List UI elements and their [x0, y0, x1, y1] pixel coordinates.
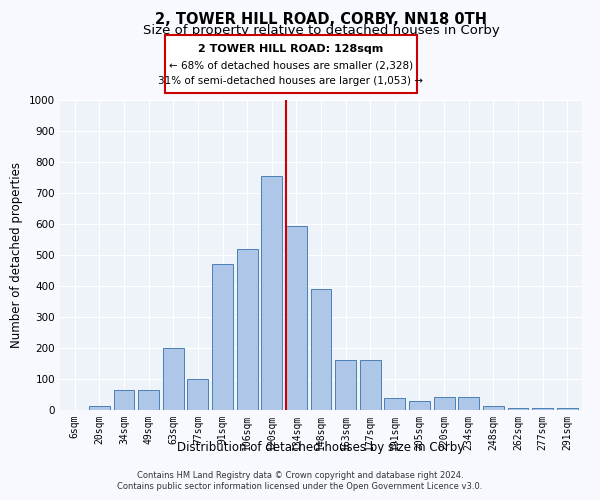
Bar	[89, 406, 110, 410]
Bar	[360, 360, 381, 410]
Text: Contains HM Land Registry data © Crown copyright and database right 2024.: Contains HM Land Registry data © Crown c…	[137, 471, 463, 480]
Text: 2 TOWER HILL ROAD: 128sqm: 2 TOWER HILL ROAD: 128sqm	[199, 44, 383, 54]
Text: ← 68% of detached houses are smaller (2,328): ← 68% of detached houses are smaller (2,…	[169, 60, 413, 70]
Bar	[458, 396, 479, 410]
Bar	[236, 249, 257, 410]
Bar	[138, 390, 159, 410]
Y-axis label: Number of detached properties: Number of detached properties	[10, 162, 23, 348]
Bar	[532, 408, 553, 410]
Bar	[409, 402, 430, 410]
Text: 2, TOWER HILL ROAD, CORBY, NN18 0TH: 2, TOWER HILL ROAD, CORBY, NN18 0TH	[155, 12, 487, 28]
Bar	[187, 379, 208, 410]
Text: Contains public sector information licensed under the Open Government Licence v3: Contains public sector information licen…	[118, 482, 482, 491]
Bar	[261, 176, 282, 410]
Bar	[434, 396, 455, 410]
Bar	[113, 390, 134, 410]
Bar	[163, 348, 184, 410]
Text: Size of property relative to detached houses in Corby: Size of property relative to detached ho…	[143, 24, 499, 37]
Bar	[385, 398, 406, 410]
Text: Distribution of detached houses by size in Corby: Distribution of detached houses by size …	[178, 441, 464, 454]
Bar	[286, 226, 307, 410]
Bar	[335, 360, 356, 410]
Text: 31% of semi-detached houses are larger (1,053) →: 31% of semi-detached houses are larger (…	[158, 76, 424, 86]
Bar	[483, 406, 504, 410]
Bar	[311, 289, 331, 410]
Bar	[557, 408, 578, 410]
Bar	[212, 264, 233, 410]
Bar	[508, 408, 529, 410]
